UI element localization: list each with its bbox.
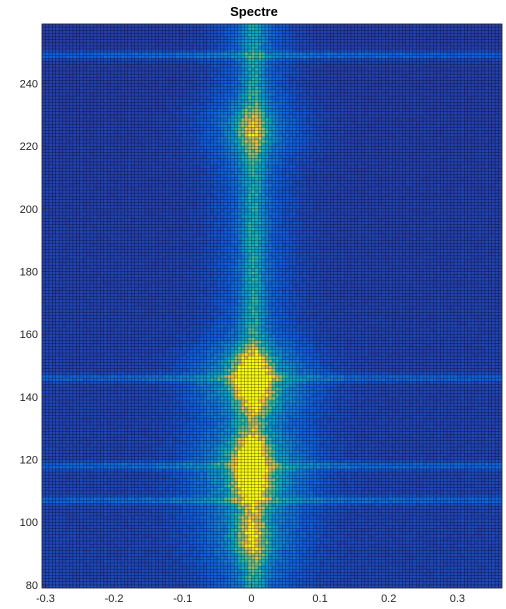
x-axis: -0.3 -0.2 -0.1 0 0.1 0.2 0.3 <box>36 583 465 605</box>
x-tick-label: -0.1 <box>173 593 192 605</box>
y-tick-label: 240 <box>20 79 38 91</box>
y-tick-label: 180 <box>20 267 38 279</box>
mesh-grid <box>41 23 503 589</box>
chart-title: Spectre <box>230 4 278 19</box>
plot-area <box>41 23 503 589</box>
x-tick-label: 0.3 <box>450 593 465 605</box>
y-tick-label: 80 <box>26 580 38 592</box>
y-tick-label: 140 <box>20 392 38 404</box>
x-tick-label: 0 <box>248 593 254 605</box>
plot-frame <box>41 23 503 589</box>
x-tick-label: -0.2 <box>105 593 124 605</box>
x-tick-label: 0.2 <box>381 593 396 605</box>
y-tick-label: 220 <box>20 141 38 153</box>
y-tick-label: 160 <box>20 329 38 341</box>
y-tick-label: 100 <box>20 517 38 529</box>
y-axis: 80 100 120 140 160 180 200 220 240 <box>20 79 47 592</box>
mesh-lines <box>41 23 503 589</box>
x-tick-label: -0.3 <box>36 593 55 605</box>
y-tick-label: 200 <box>20 204 38 216</box>
x-tick-label: 0.1 <box>312 593 327 605</box>
y-tick-label: 120 <box>20 455 38 467</box>
